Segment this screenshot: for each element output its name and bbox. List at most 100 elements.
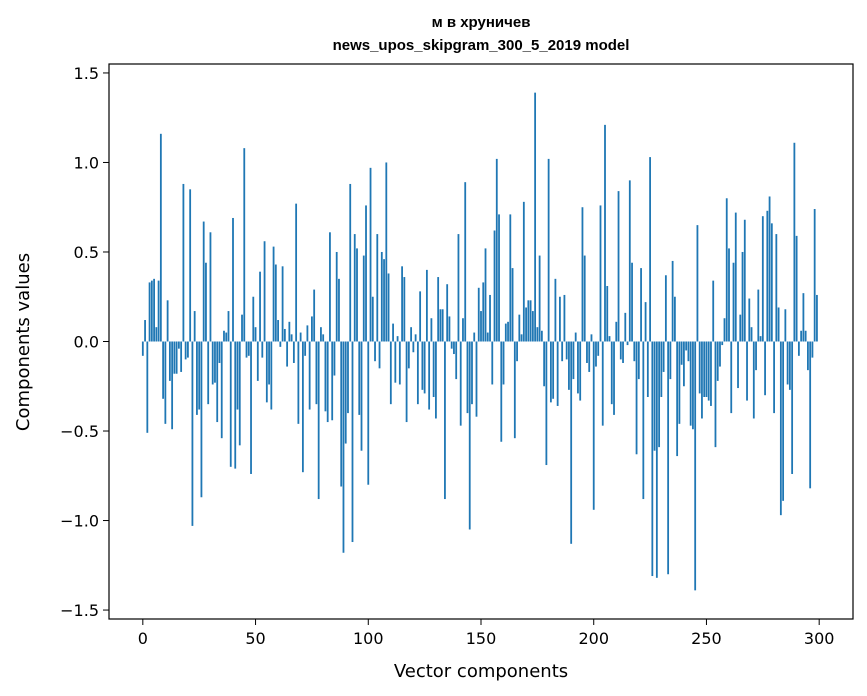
bar-298	[813, 209, 816, 342]
bar-39	[229, 341, 232, 467]
bar-197	[586, 341, 588, 363]
bar-125	[423, 341, 426, 394]
bar-206	[606, 286, 609, 342]
bar-65	[288, 321, 291, 342]
bar-232	[664, 275, 667, 342]
bar-67	[292, 341, 295, 363]
bar-276	[764, 341, 766, 396]
bar-16	[177, 341, 180, 349]
bar-21	[189, 189, 192, 342]
bar-75	[311, 316, 313, 342]
bar-228	[655, 341, 658, 578]
bar-62	[281, 266, 284, 342]
bar-268	[746, 341, 748, 401]
bar-90	[344, 341, 347, 444]
bar-17	[180, 341, 183, 372]
bar-102	[371, 296, 374, 342]
bar-18	[182, 183, 185, 342]
bar-264	[737, 341, 739, 389]
bar-184	[556, 341, 559, 406]
bar-72	[304, 341, 307, 356]
bar-71	[301, 341, 304, 473]
bar-129	[432, 341, 435, 397]
bar-193	[577, 341, 579, 394]
bar-295	[807, 341, 809, 371]
bar-24	[196, 341, 198, 415]
bar-137	[450, 341, 453, 349]
bar-106	[380, 251, 383, 342]
bar-58	[272, 246, 275, 342]
bar-266	[741, 251, 744, 342]
bar-59	[274, 264, 277, 342]
bar-223	[644, 302, 647, 342]
bar-82	[326, 341, 329, 423]
x-tick-label: 300	[804, 629, 835, 648]
bar-161	[504, 323, 507, 342]
bar-259	[725, 198, 728, 342]
bar-167	[518, 314, 521, 342]
bar-109	[387, 273, 390, 342]
y-tick-label: 0.0	[74, 333, 99, 352]
bar-78	[317, 341, 320, 500]
bar-115	[401, 266, 403, 342]
bar-175	[536, 327, 539, 342]
bar-41	[234, 341, 237, 469]
bar-79	[320, 327, 322, 342]
bar-260	[728, 248, 730, 342]
bar-100	[367, 341, 370, 485]
bar-164	[511, 268, 514, 342]
bar-26	[200, 341, 203, 498]
bar-241	[685, 341, 688, 351]
chart-subtitle: news_upos_skipgram_300_5_2019 model	[333, 37, 630, 54]
bar-124	[421, 341, 424, 390]
bar-0	[141, 341, 144, 356]
bar-256	[719, 341, 721, 367]
bar-293	[802, 293, 805, 342]
bar-43	[238, 341, 241, 446]
bar-92	[349, 183, 352, 342]
bar-240	[683, 341, 685, 387]
bar-40	[232, 217, 234, 342]
bar-270	[750, 327, 753, 342]
bar-171	[527, 300, 530, 342]
y-tick-label: −1.0	[60, 512, 99, 531]
bar-279	[770, 223, 773, 342]
bar-265	[739, 314, 742, 342]
bar-163	[509, 214, 512, 342]
bar-91	[347, 341, 349, 414]
bar-108	[385, 162, 388, 342]
bar-204	[601, 341, 604, 426]
bar-244	[692, 341, 694, 430]
bar-199	[590, 334, 593, 342]
bar-188	[565, 341, 568, 360]
bar-32	[214, 341, 216, 383]
bar-189	[568, 341, 570, 390]
bar-166	[516, 341, 518, 362]
bar-150	[480, 311, 482, 342]
bar-194	[579, 341, 582, 401]
bar-174	[534, 92, 537, 342]
bar-180	[547, 158, 550, 342]
bar-218	[633, 341, 636, 362]
bar-127	[428, 341, 431, 410]
bar-98	[362, 255, 365, 342]
bar-160	[502, 341, 505, 385]
bar-94	[353, 234, 356, 342]
bar-202	[597, 341, 600, 356]
bar-56	[268, 341, 270, 385]
bar-172	[529, 300, 532, 342]
bar-70	[299, 332, 302, 342]
bar-20	[187, 341, 189, 358]
bar-114	[398, 341, 401, 385]
bar-135	[446, 284, 449, 342]
bar-271	[752, 341, 755, 419]
bar-219	[635, 341, 638, 455]
bar-288	[791, 341, 794, 474]
bar-233	[667, 341, 670, 575]
bar-77	[315, 341, 318, 405]
bar-121	[414, 334, 417, 342]
bar-64	[286, 341, 289, 367]
bar-151	[482, 282, 485, 342]
bar-11	[166, 300, 169, 342]
bar-38	[227, 311, 230, 342]
